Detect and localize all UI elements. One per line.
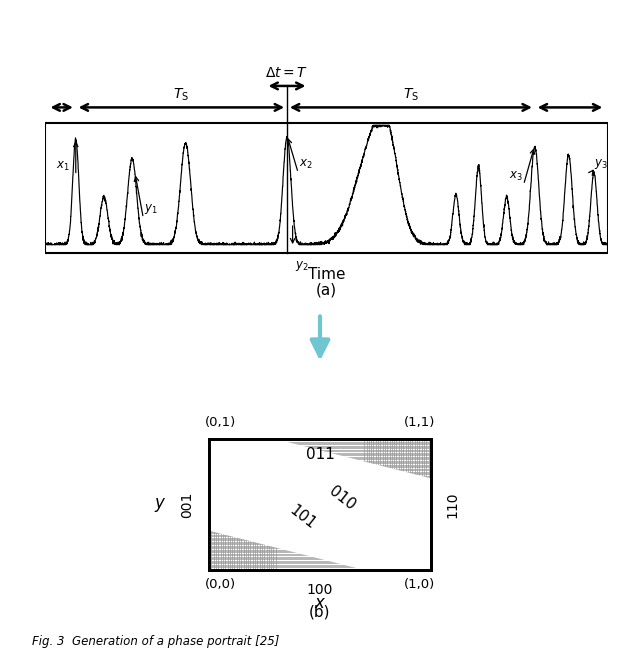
Text: 010: 010 [326,483,358,513]
Text: (b): (b) [309,604,331,619]
Polygon shape [209,531,364,570]
Bar [45,123,608,253]
Text: (0,1): (0,1) [205,415,236,428]
Text: $x_1$: $x_1$ [56,160,70,173]
Text: 001: 001 [180,492,194,518]
Bar [209,439,431,570]
Text: $\Delta t=T$: $\Delta t=T$ [266,66,308,80]
Text: 100: 100 [307,583,333,597]
Text: $y_1$: $y_1$ [145,202,158,216]
Text: $x$: $x$ [314,594,326,611]
Text: $y_3$: $y_3$ [594,157,608,171]
Polygon shape [209,439,431,570]
Bar [209,439,431,570]
Text: Time: Time [308,268,345,283]
Text: Fig. 3  Generation of a phase portrait [25]: Fig. 3 Generation of a phase portrait [2… [32,635,280,648]
Text: $T_\mathrm{S}$: $T_\mathrm{S}$ [173,86,189,103]
Text: (a): (a) [316,283,337,298]
Text: 110: 110 [446,492,460,518]
Bar [209,439,431,570]
Text: $y$: $y$ [154,495,166,514]
Text: 011: 011 [305,447,335,462]
Polygon shape [209,439,431,570]
Text: (0,0): (0,0) [205,578,236,591]
Text: (1,0): (1,0) [404,578,435,591]
Text: $T_\mathrm{S}$: $T_\mathrm{S}$ [403,86,419,103]
Text: (1,1): (1,1) [404,415,435,428]
Text: $x_3$: $x_3$ [509,169,522,182]
Text: $x_2$: $x_2$ [300,158,313,171]
Polygon shape [209,439,431,478]
Text: $y_2$: $y_2$ [296,259,309,273]
Text: 101: 101 [286,503,318,533]
